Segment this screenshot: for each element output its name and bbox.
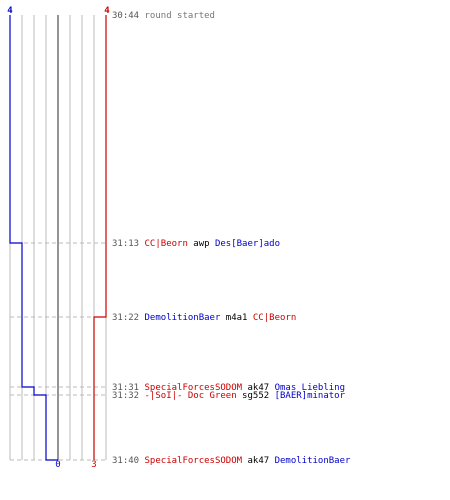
red-start-count: 4 [104, 6, 110, 16]
blue-player-name: Omas Liebling [275, 383, 345, 393]
event-time: 31:32 [112, 391, 145, 401]
event-weapon: ak47 [242, 383, 275, 393]
red-player-name: CC|Beorn [253, 313, 296, 323]
blue-player-name: [BAER]minator [275, 391, 346, 401]
event-time: 30:44 [112, 11, 145, 21]
event-line: 31:31 SpecialForcesSODOM ak47 Omas Liebl… [112, 383, 345, 393]
blue-team-alive-line [9, 15, 58, 461]
event-message: round started [145, 11, 215, 21]
blue-player-name: Des[Baer]ado [215, 239, 280, 249]
event-dash-lines [10, 242, 108, 461]
event-line: 31:40 SpecialForcesSODOM ak47 Demolition… [112, 456, 351, 466]
red-player-name: CC|Beorn [145, 239, 188, 249]
red-team-alive-line [93, 15, 107, 460]
event-time: 31:40 [112, 456, 145, 466]
blue-start-count: 4 [7, 6, 13, 16]
event-weapon: sg552 [237, 391, 275, 401]
event-line: 31:22 DemolitionBaer m4a1 CC|Beorn [112, 313, 296, 323]
red-player-name: SpecialForcesSODOM [145, 456, 243, 466]
event-weapon: m4a1 [220, 313, 253, 323]
event-line: 30:44 round started [112, 11, 215, 21]
event-line: 31:13 CC|Beorn awp Des[Baer]ado [112, 239, 280, 249]
red-end-count: 3 [91, 460, 96, 470]
event-weapon: awp [188, 239, 215, 249]
event-time: 31:31 [112, 383, 145, 393]
blue-player-name: DemolitionBaer [145, 313, 221, 323]
red-player-name: SpecialForcesSODOM [145, 383, 243, 393]
blue-end-count: 0 [55, 460, 60, 470]
event-time: 31:22 [112, 313, 145, 323]
grid-lines [9, 15, 107, 460]
blue-player-name: DemolitionBaer [275, 456, 351, 466]
event-weapon: ak47 [242, 456, 275, 466]
event-log: 30:44 round started 31:13 CC|Beorn awp De… [112, 11, 351, 466]
red-player-name: -|SoI|- Doc Green [145, 391, 237, 401]
event-line: 31:32 -|SoI|- Doc Green sg552 [BAER]mina… [112, 391, 346, 401]
event-time: 31:13 [112, 239, 145, 249]
